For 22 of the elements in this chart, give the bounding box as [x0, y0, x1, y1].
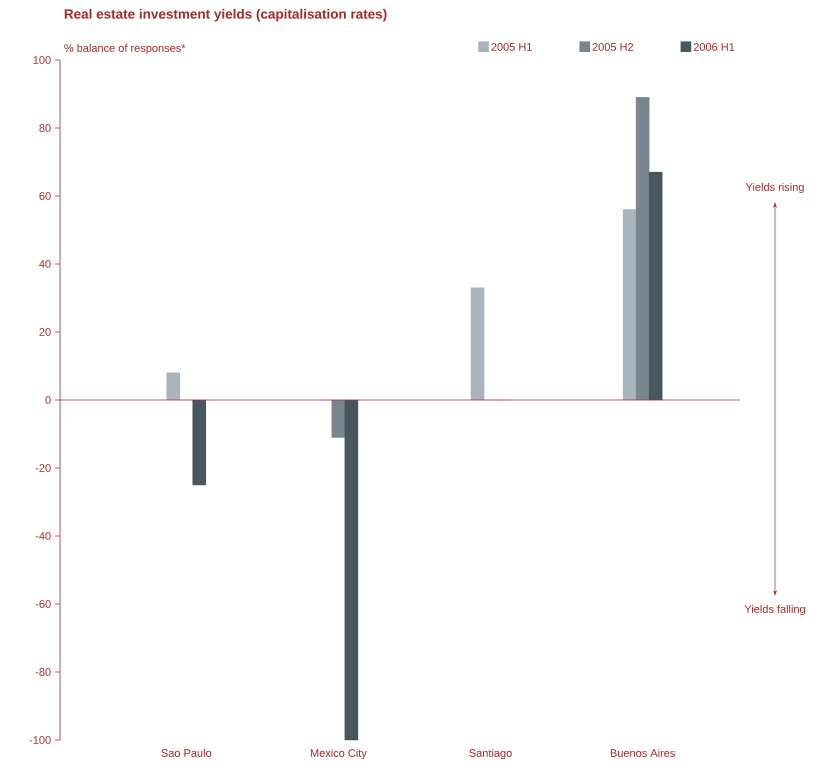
y-tick-label: 20	[39, 328, 51, 336]
y-tick-label: 80	[39, 124, 51, 132]
y-tick-label: -60	[36, 600, 51, 608]
text: Yields falling	[744, 604, 805, 616]
legend-label: 2006 H1	[694, 43, 734, 51]
y-tick-label: 100	[34, 56, 51, 64]
y-tick-label: 60	[39, 192, 51, 200]
y-tick-label: -40	[36, 532, 51, 540]
y-axis-title: % balance of responses*	[64, 44, 186, 54]
x-tick-label: Mexico City	[310, 748, 367, 760]
chart-title: Real estate investment yields (capitalisation rates)	[64, 8, 387, 22]
y-tick-label: 0	[45, 396, 51, 404]
legend-label: 2005 H2	[592, 43, 634, 51]
y-tick-label: -80	[36, 668, 51, 676]
legend-label: 2005 H1	[491, 43, 532, 51]
y-tick-label: -100	[30, 736, 51, 744]
text: Yields rising	[746, 182, 804, 194]
y-tick-label: 40	[39, 260, 51, 268]
x-tick-label: Sao Paulo	[161, 748, 212, 757]
x-tick-label: Santiago	[469, 748, 512, 760]
x-tick-label: Buenos Aires	[610, 748, 675, 757]
y-tick-label: -20	[36, 464, 51, 472]
